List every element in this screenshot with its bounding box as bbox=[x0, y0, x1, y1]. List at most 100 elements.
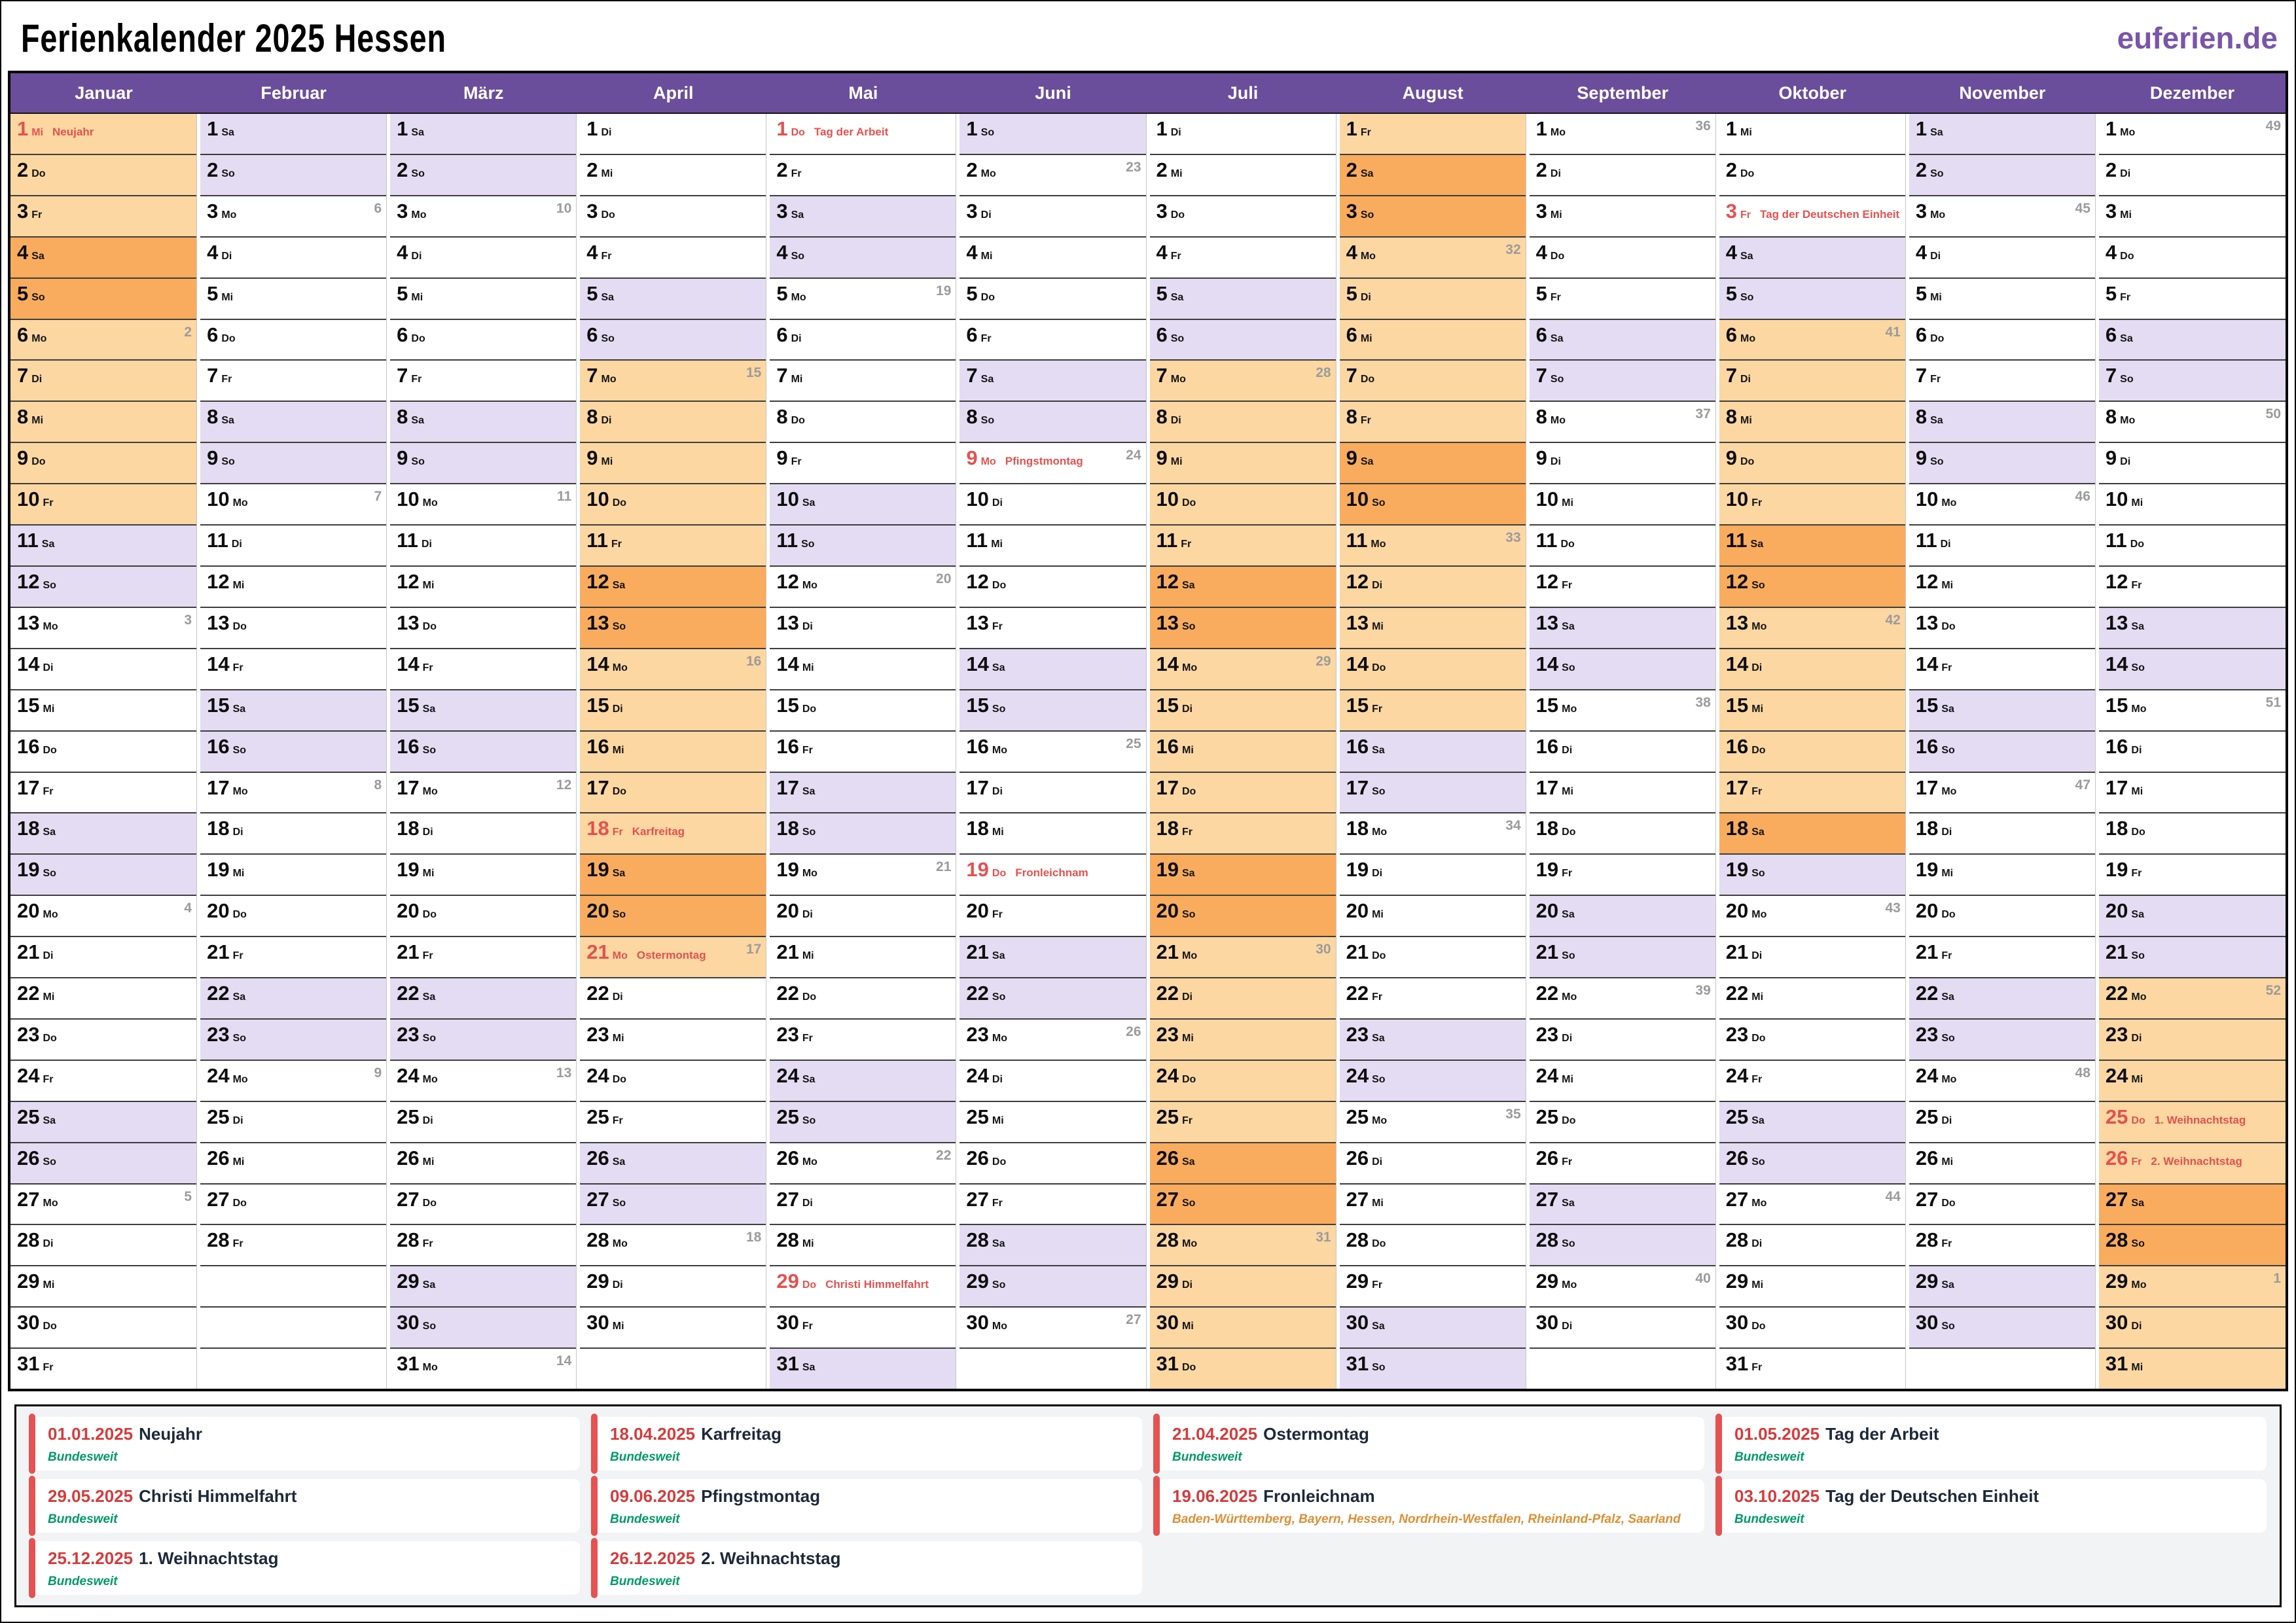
day-number: 16 bbox=[1346, 734, 1369, 758]
weekday-label: Mo bbox=[992, 744, 1007, 756]
day-number: 11 bbox=[1725, 529, 1748, 552]
month-header-juli: Juli bbox=[1227, 82, 1259, 103]
day-number: 28 bbox=[1346, 1228, 1369, 1252]
weekday-label: Mi bbox=[791, 374, 803, 385]
day-number: 27 bbox=[207, 1187, 230, 1211]
day-number: 26 bbox=[776, 1146, 799, 1169]
day-number: 5 bbox=[1156, 281, 1168, 305]
weekday-label: Fr bbox=[1360, 127, 1371, 138]
day-number: 20 bbox=[1725, 899, 1749, 923]
day-cell: 20 Mo 43 bbox=[1719, 896, 1905, 938]
weekday-label: Mo bbox=[1562, 703, 1577, 715]
day-cell: 15 Mo 38 bbox=[1529, 690, 1715, 732]
day-number: 4 bbox=[397, 240, 408, 264]
weekday-label: Sa bbox=[992, 1238, 1005, 1250]
weekday-label: Mo bbox=[1751, 620, 1767, 632]
weekday-label: Do bbox=[2131, 1115, 2145, 1126]
day-cell: 8 Mo 50 bbox=[2098, 402, 2286, 444]
legend-item-headline: 26.12.2025 2. Weihnachtstag bbox=[610, 1548, 1132, 1569]
day-cell: 17 Do bbox=[1149, 772, 1336, 814]
legend-date: 21.04.2025 bbox=[1172, 1424, 1258, 1444]
weekday-label: Mo bbox=[2131, 703, 2147, 715]
weekday-label: Sa bbox=[1751, 827, 1765, 838]
day-cell: 23 Mo 26 bbox=[960, 1019, 1146, 1061]
day-number: 11 bbox=[1915, 529, 1937, 552]
day-cell: 10 Fr bbox=[10, 484, 197, 526]
day-number: 5 bbox=[586, 281, 598, 305]
day-cell: 17 Fr bbox=[1719, 772, 1905, 814]
day-number: 15 bbox=[776, 693, 799, 717]
day-cell: 16 Mi bbox=[1149, 731, 1336, 773]
day-cell: 2 Do bbox=[1719, 154, 1905, 196]
day-number: 29 bbox=[966, 1270, 989, 1293]
day-number: 6 bbox=[17, 323, 29, 346]
day-cell: 30 Sa bbox=[1339, 1308, 1526, 1349]
day-cell: 1 Sa bbox=[390, 114, 577, 155]
day-number: 2 bbox=[2105, 158, 2117, 181]
day-number: 25 bbox=[966, 1105, 989, 1128]
day-number: 5 bbox=[776, 281, 788, 305]
weekday-label: Mo bbox=[43, 909, 58, 921]
weekday-label: Do bbox=[612, 1073, 627, 1085]
day-cell: 1 Mi bbox=[1719, 114, 1905, 155]
day-number: 24 bbox=[776, 1063, 799, 1087]
weekday-label: Sa bbox=[232, 991, 246, 1003]
weekday-label: Sa bbox=[422, 1279, 436, 1291]
year-calendar-table: Januar Februar März April Mai Juni Juli August S… bbox=[8, 71, 2288, 1391]
weekday-label: So bbox=[612, 909, 626, 921]
day-cell: 27 Fr bbox=[960, 1184, 1146, 1226]
day-cell: 3 Fr bbox=[10, 196, 197, 238]
day-cell: 23 So bbox=[1909, 1019, 2095, 1061]
day-cell: 22 Mo 39 bbox=[1529, 978, 1715, 1020]
weekday-label: Di bbox=[43, 662, 54, 673]
day-number: 5 bbox=[397, 281, 408, 305]
week-number: 48 bbox=[2075, 1065, 2090, 1080]
weekday-label: Mi bbox=[221, 291, 234, 303]
legend-item-headline: 18.04.2025 Karfreitag bbox=[610, 1424, 1132, 1444]
day-number: 7 bbox=[17, 364, 29, 387]
weekday-label: Mi bbox=[2131, 785, 2144, 797]
day-number: 18 bbox=[1156, 817, 1179, 840]
day-cell: 5 Di bbox=[1339, 278, 1526, 320]
day-cell: 18 Di bbox=[200, 813, 387, 855]
day-cell: 24 Mi bbox=[2098, 1060, 2286, 1102]
weekday-label: Mi bbox=[2131, 1073, 2144, 1085]
day-cell-empty bbox=[200, 1308, 387, 1349]
day-cell: 1 Mi Neujahr bbox=[10, 114, 197, 155]
day-number: 25 bbox=[776, 1105, 799, 1128]
day-cell: 24 Sa bbox=[770, 1060, 956, 1102]
week-number: 14 bbox=[556, 1353, 572, 1369]
day-cell: 17 Mo 47 bbox=[1909, 772, 2095, 814]
day-cell: 16 Di bbox=[2098, 731, 2286, 773]
day-number: 25 bbox=[397, 1105, 420, 1128]
day-cell: 17 Mo 8 bbox=[200, 772, 387, 814]
day-number: 22 bbox=[17, 982, 40, 1005]
day-number: 17 bbox=[776, 776, 799, 799]
day-cell: 10 Mi bbox=[2098, 484, 2286, 526]
day-number: 17 bbox=[17, 776, 40, 799]
weekday-label: Mo bbox=[1372, 1115, 1388, 1126]
day-cell: 14 Fr bbox=[1909, 649, 2095, 690]
weekday-label: Fr bbox=[1181, 827, 1193, 838]
day-cell: 13 Sa bbox=[2098, 607, 2286, 649]
day-cell: 1 Mo 49 bbox=[2098, 114, 2286, 155]
day-cell: 29 Do Christi Himmelfahrt bbox=[770, 1266, 956, 1308]
day-cell: 27 Do bbox=[200, 1184, 387, 1226]
day-cell: 30 Mo 27 bbox=[960, 1308, 1146, 1349]
day-number: 24 bbox=[1535, 1063, 1559, 1087]
day-number: 1 bbox=[1725, 117, 1737, 140]
day-cell: 2 So bbox=[1909, 154, 2095, 196]
day-number: 5 bbox=[966, 281, 978, 305]
day-cell: 16 So bbox=[200, 731, 387, 773]
day-cell: 13 So bbox=[580, 607, 766, 649]
day-cell: 14 So bbox=[2098, 649, 2286, 690]
day-number: 9 bbox=[1346, 446, 1357, 470]
weekday-label: Do bbox=[612, 497, 627, 509]
day-cell: 19 Do Fronleichnam bbox=[960, 855, 1146, 897]
weekday-label: Sa bbox=[1941, 703, 1954, 715]
weekday-label: Fr bbox=[611, 539, 622, 550]
weekday-label: Fr bbox=[1751, 1362, 1763, 1374]
day-cell: 12 Di bbox=[1339, 566, 1526, 608]
day-number: 23 bbox=[17, 1022, 40, 1046]
day-cell: 9 Mi bbox=[1149, 443, 1336, 485]
